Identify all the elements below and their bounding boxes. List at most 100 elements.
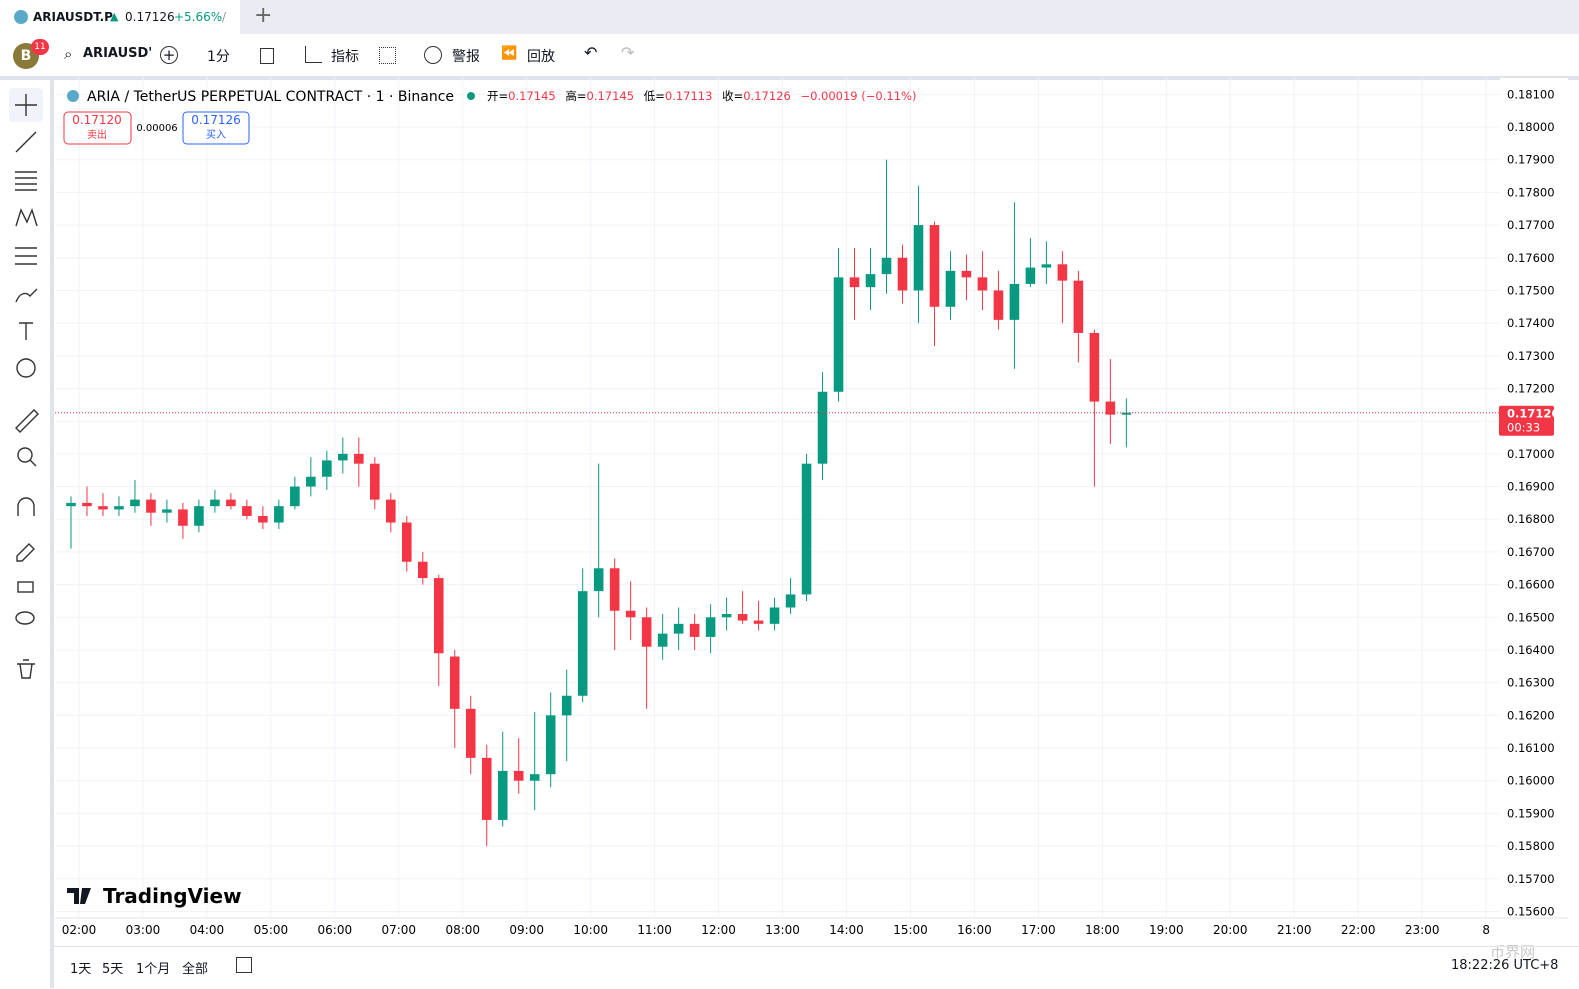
y-tick-label: 0.16600 [1507, 578, 1555, 592]
pattern-tool[interactable] [15, 207, 38, 227]
x-tick-label: 11:00 [637, 923, 672, 937]
x-tick-label: 23:00 [1405, 923, 1440, 937]
date-range-button[interactable] [236, 957, 252, 973]
range-1d[interactable]: 1天 [70, 962, 92, 977]
buy-price: 0.17126 [191, 113, 241, 127]
symbol-icon [14, 10, 28, 24]
fib-tool[interactable] [15, 171, 37, 191]
alert-icon [424, 46, 442, 64]
visibility-tool[interactable] [15, 611, 35, 625]
candle-body [945, 270, 956, 307]
indicator-icon [305, 46, 322, 63]
compare-button[interactable]: + [160, 46, 178, 64]
bottom-bar: 1天 5天 1个月 全部 18:22:26 UTC+8 [50, 946, 1579, 989]
change-value: −0.00019 (−0.11%) [800, 89, 916, 103]
zoom-tool[interactable] [17, 447, 33, 463]
y-tick-label: 0.17400 [1507, 316, 1555, 330]
range-5d[interactable]: 5天 [102, 962, 124, 977]
candle-body [593, 568, 604, 592]
x-tick-label: 8 [1482, 923, 1490, 937]
lock-draw-tool[interactable] [16, 543, 35, 562]
candle-body [82, 502, 92, 507]
lock-tool[interactable] [17, 581, 34, 593]
chart-type-button[interactable] [260, 48, 274, 64]
y-tick-label: 0.17100 [1507, 414, 1555, 428]
candle-body [513, 770, 524, 781]
replay-icon: ⏪ [501, 46, 518, 61]
candle-body [130, 499, 140, 507]
x-tick-label: 16:00 [957, 923, 992, 937]
redo[interactable]: ↷ [621, 43, 635, 62]
candle-body [290, 486, 300, 507]
crosshair-tool[interactable] [15, 94, 37, 116]
spread: 0.00006 [136, 123, 177, 134]
candle-body [897, 257, 908, 291]
close-value: 0.17126 [743, 89, 791, 103]
range-1m[interactable]: 1个月 [136, 962, 171, 977]
candle-body [1073, 280, 1084, 333]
ruler-tool[interactable] [15, 409, 39, 433]
y-tick-label: 0.16300 [1507, 676, 1555, 690]
sell-button[interactable] [63, 111, 132, 145]
close-label: 收= [722, 89, 743, 103]
y-tick-label: 0.17200 [1507, 382, 1555, 396]
interval[interactable]: 1分 [207, 49, 230, 65]
candle-body [481, 757, 492, 820]
candle-body [178, 509, 188, 526]
candle-body [194, 506, 204, 526]
low-label: 低= [644, 89, 665, 103]
brush-tool[interactable] [15, 288, 38, 303]
y-tick-label: 0.17300 [1507, 349, 1555, 363]
candle-body [146, 499, 156, 513]
last-price-tag [1499, 405, 1554, 436]
x-tick-label: 08:00 [445, 923, 480, 937]
new-tab[interactable]: + [254, 3, 273, 28]
candle-body [354, 453, 364, 464]
y-tick-label: 0.16700 [1507, 545, 1555, 559]
candle-body [737, 614, 748, 621]
delete-tool[interactable] [17, 659, 35, 679]
buy-label: 买入 [206, 129, 226, 141]
range-all[interactable]: 全部 [182, 962, 209, 977]
candle-body [801, 463, 812, 595]
x-tick-label: 06:00 [318, 923, 353, 937]
symbol-search[interactable]: ARIAUSD' [83, 46, 153, 61]
x-tick-label: 12:00 [701, 923, 736, 937]
candle-body [673, 623, 684, 634]
forecast-tool[interactable] [15, 247, 37, 265]
candle-body [929, 225, 940, 307]
y-tick-label: 0.16400 [1507, 643, 1555, 657]
logo-mark [67, 888, 91, 904]
tab[interactable]: ARIAUSDT.P ▲ 0.17126 +5.66% / [0, 0, 240, 34]
candle-body [449, 656, 460, 709]
sell-price: 0.17120 [72, 113, 122, 127]
magnet-tool[interactable] [17, 497, 35, 516]
candle-body [817, 391, 828, 464]
candle-body [1009, 283, 1020, 320]
candle-body [497, 770, 508, 820]
buy-button[interactable] [182, 111, 250, 145]
y-tick-label: 0.15600 [1507, 904, 1555, 918]
undo[interactable]: ↶ [584, 43, 598, 62]
candle-body [993, 290, 1004, 320]
alerts[interactable]: 警报 [452, 49, 480, 65]
layout-button[interactable] [379, 47, 396, 64]
candle-body [66, 502, 76, 507]
candle-body [705, 617, 716, 637]
candle-body [98, 506, 108, 510]
candle-body [322, 460, 332, 477]
replay[interactable]: 回放 [527, 49, 555, 65]
line-tool[interactable] [15, 131, 37, 153]
candle-body [881, 257, 892, 275]
indicators[interactable]: 指标 [331, 49, 359, 65]
clock: 18:22:26 UTC+8 [1451, 958, 1559, 973]
candle-body [386, 499, 396, 523]
y-tick-label: 0.17500 [1507, 283, 1555, 297]
text-tool[interactable] [19, 322, 33, 340]
candle-body [370, 463, 380, 500]
tab-symbol: ARIAUSDT.P [33, 10, 113, 24]
emoji-tool[interactable] [16, 358, 36, 378]
candle-body [769, 607, 780, 624]
x-tick-label: 05:00 [254, 923, 289, 937]
